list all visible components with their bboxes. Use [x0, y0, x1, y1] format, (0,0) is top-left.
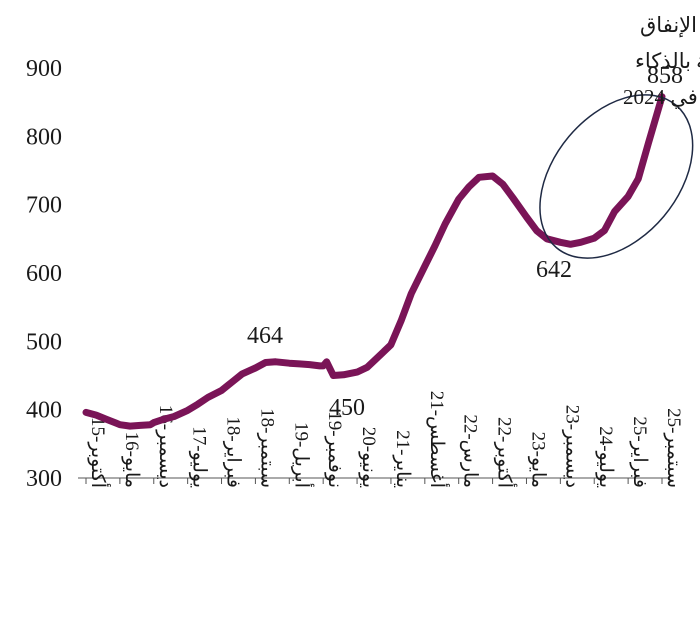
x-tick-label: نوفمبر-19 [324, 411, 345, 488]
annotation-line-1: زيادة بنسبة 34% منذ بداية دورة الإنفاق [640, 13, 700, 38]
annotation-line-2: الرأسمالي الجديدة المرتبطة بالذكاء [635, 46, 700, 74]
x-axis-tick-labels: أكتوبر-15 مايو-16 ديسمبر-16 يوليو-17 فبراير-… [87, 391, 684, 488]
x-tick-label: ديسمبر-23 [561, 405, 582, 488]
data-label-642: 642 [536, 257, 572, 283]
highlight-ellipse [539, 94, 694, 259]
y-tick-label: 700 [26, 193, 62, 219]
annotation-line-3: الاصطناعي في 2024 [623, 85, 700, 109]
x-tick-label: مايو-23 [527, 432, 548, 488]
y-tick-label: 500 [26, 329, 62, 355]
x-tick-label: أكتوبر-22 [494, 417, 519, 488]
x-tick-label: أغسطس-21 [426, 391, 451, 488]
y-tick-label: 800 [26, 124, 62, 150]
x-tick-label: ديسمبر-16 [155, 405, 176, 488]
x-tick-label: سبتمبر-18 [256, 408, 277, 488]
y-tick-label: 300 [26, 466, 62, 492]
x-tick-label: يوليو-24 [595, 426, 616, 488]
x-axis-tick-marks [85, 478, 663, 484]
x-tick-label: سبتمبر-25 [663, 408, 684, 488]
x-tick-label: يوليو-17 [189, 426, 210, 488]
x-tick-label: أكتوبر-15 [87, 417, 112, 488]
data-label-450: 450 [329, 395, 365, 421]
y-axis-tick-labels: 300 400 500 600 700 800 900 [26, 56, 62, 492]
series-line [82, 93, 666, 430]
x-tick-label: أبريل-19 [290, 422, 315, 488]
x-tick-label: فبراير-18 [223, 416, 244, 488]
y-tick-label: 600 [26, 261, 62, 287]
x-tick-label: فبراير-25 [629, 416, 650, 488]
y-tick-label: 900 [26, 56, 62, 82]
x-tick-label: مارس-22 [460, 414, 481, 488]
data-label-464: 464 [247, 323, 283, 349]
x-tick-label: مايو-16 [121, 432, 142, 488]
y-tick-label: 400 [26, 398, 62, 424]
data-label-858: 858 [647, 63, 683, 89]
x-tick-label: يونيو-20 [358, 427, 379, 488]
x-tick-label: يناير-21 [392, 430, 413, 488]
